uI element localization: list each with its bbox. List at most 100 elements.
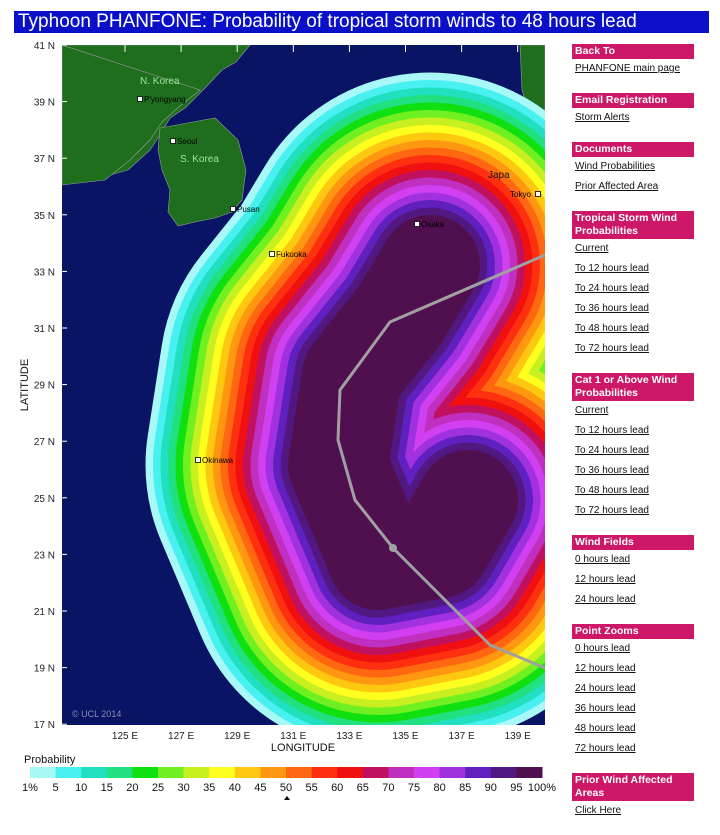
lon-tick-label: 127 E — [168, 731, 194, 742]
city-label: Pusan — [237, 205, 260, 214]
city-label: Tokyo — [510, 190, 531, 199]
legend-swatch — [490, 767, 517, 778]
legend-label: 55 — [305, 782, 317, 794]
sidebar-link[interactable]: To 72 hours lead — [575, 505, 649, 516]
lon-tick-label: 135 E — [392, 731, 418, 742]
lon-tick-label: 139 E — [505, 731, 531, 742]
sidebar-header: Wind Fields — [572, 535, 694, 550]
probability-field — [145, 72, 545, 725]
legend-marker-icon — [284, 796, 290, 800]
legend-swatch — [183, 767, 210, 778]
legend-swatch — [260, 767, 287, 778]
lat-tick-label: 21 N — [34, 607, 55, 618]
legend-label: 65 — [357, 782, 369, 794]
sidebar-link[interactable]: PHANFONE main page — [575, 63, 681, 74]
legend-label: 45 — [254, 782, 266, 794]
lat-tick-label: 31 N — [34, 324, 55, 335]
sidebar-link[interactable]: To 48 hours lead — [575, 323, 649, 334]
legend-label: 100% — [528, 782, 556, 794]
sidebar-link[interactable]: To 36 hours lead — [575, 465, 649, 476]
sidebar-link[interactable]: 0 hours lead — [575, 643, 631, 654]
sidebar-link[interactable]: 48 hours lead — [575, 723, 636, 734]
sidebar-link[interactable]: Prior Affected Area — [575, 181, 659, 192]
legend-swatch — [106, 767, 133, 778]
legend-swatch — [439, 767, 466, 778]
sidebar-link[interactable]: 12 hours lead — [575, 663, 636, 674]
lat-tick-label: 41 N — [34, 41, 55, 52]
sidebar-link[interactable]: 0 hours lead — [575, 554, 631, 565]
legend-title: Probability — [24, 754, 76, 766]
sidebar-link[interactable]: To 36 hours lead — [575, 303, 649, 314]
sidebar-link[interactable]: Wind Probabilities — [575, 161, 656, 172]
legend-swatch — [414, 767, 441, 778]
lat-tick-label: 25 N — [34, 494, 55, 505]
lon-tick-label: 125 E — [112, 731, 138, 742]
sidebar-link[interactable]: 24 hours lead — [575, 683, 636, 694]
legend-swatch — [362, 767, 389, 778]
legend-swatch — [209, 767, 236, 778]
sidebar-header: Point Zooms — [572, 624, 694, 639]
sidebar: Back To PHANFONE main page Email Registrat… — [572, 44, 694, 835]
sidebar-link[interactable]: To 48 hours lead — [575, 485, 649, 496]
legend-swatch — [388, 767, 415, 778]
sidebar-header: Back To — [572, 44, 694, 59]
legend-swatch — [81, 767, 108, 778]
sidebar-link[interactable]: To 72 hours lead — [575, 343, 649, 354]
sidebar-link[interactable]: To 12 hours lead — [575, 425, 649, 436]
legend-label: 90 — [485, 782, 497, 794]
legend-label: 70 — [382, 782, 394, 794]
lat-tick-label: 39 N — [34, 98, 55, 109]
legend-swatch — [516, 767, 543, 778]
sidebar-section: Point Zooms 0 hours lead 12 hours lead 24 h… — [572, 624, 694, 759]
sidebar-link[interactable]: Current — [575, 405, 609, 416]
sidebar-section: Email Registration Storm Alerts — [572, 93, 694, 128]
legend-label: 35 — [203, 782, 215, 794]
lat-tick-label: 17 N — [34, 720, 55, 731]
lon-tick-label: 133 E — [336, 731, 362, 742]
legend-swatch — [55, 767, 82, 778]
lat-tick-label: 37 N — [34, 154, 55, 165]
y-axis-label: LATITUDE — [19, 359, 31, 411]
sidebar-link[interactable]: To 12 hours lead — [575, 263, 649, 274]
sidebar-header: Cat 1 or Above Wind Probabilities — [572, 373, 694, 401]
legend-label: 40 — [229, 782, 241, 794]
probability-map: 41 N 39 N 37 N 35 N 33 N 31 N 29 N 27 N 25 N 23 N… — [19, 41, 556, 800]
lat-tick-label: 33 N — [34, 267, 55, 278]
sidebar-link[interactable]: Click Here — [575, 805, 622, 816]
city-label: Seoul — [177, 137, 198, 146]
city-marker-icon — [137, 96, 143, 102]
sidebar-link[interactable]: Current — [575, 243, 609, 254]
legend-swatch — [132, 767, 159, 778]
lon-tick-label: 131 E — [280, 731, 306, 742]
city-marker-icon — [195, 457, 201, 463]
page-title: Typhoon PHANFONE: Probability of tropica… — [14, 11, 709, 33]
city-label: Osaka — [421, 220, 445, 229]
sidebar-section: Back To PHANFONE main page — [572, 44, 694, 79]
sidebar-link[interactable]: 12 hours lead — [575, 574, 636, 585]
legend-swatch — [234, 767, 261, 778]
sidebar-link[interactable]: 36 hours lead — [575, 703, 636, 714]
sidebar-link[interactable]: Storm Alerts — [575, 112, 630, 123]
copyright: © UCL 2014 — [72, 709, 121, 719]
city-label: Okinawa — [202, 456, 234, 465]
country-label: N. Korea — [140, 76, 180, 87]
sidebar-link[interactable]: 24 hours lead — [575, 594, 636, 605]
city-label: P'yongyang — [144, 95, 186, 104]
sidebar-link[interactable]: To 24 hours lead — [575, 445, 649, 456]
legend-swatch — [311, 767, 338, 778]
lat-tick-label: 29 N — [34, 381, 55, 392]
sidebar-section: Documents Wind Probabilities Prior Affecte… — [572, 142, 694, 197]
legend-swatch — [337, 767, 364, 778]
sidebar-link[interactable]: To 24 hours lead — [575, 283, 649, 294]
legend-label: 80 — [433, 782, 445, 794]
sidebar-link[interactable]: 72 hours lead — [575, 743, 636, 754]
legend-label: 1% — [22, 782, 38, 794]
sidebar-section: Cat 1 or Above Wind Probabilities Current… — [572, 373, 694, 521]
legend-swatch — [158, 767, 185, 778]
x-axis-label: LONGITUDE — [271, 742, 335, 754]
legend-label: 25 — [152, 782, 164, 794]
sidebar-header: Documents — [572, 142, 694, 157]
city-marker-icon — [170, 138, 176, 144]
legend-swatch — [286, 767, 313, 778]
lat-tick-label: 27 N — [34, 437, 55, 448]
